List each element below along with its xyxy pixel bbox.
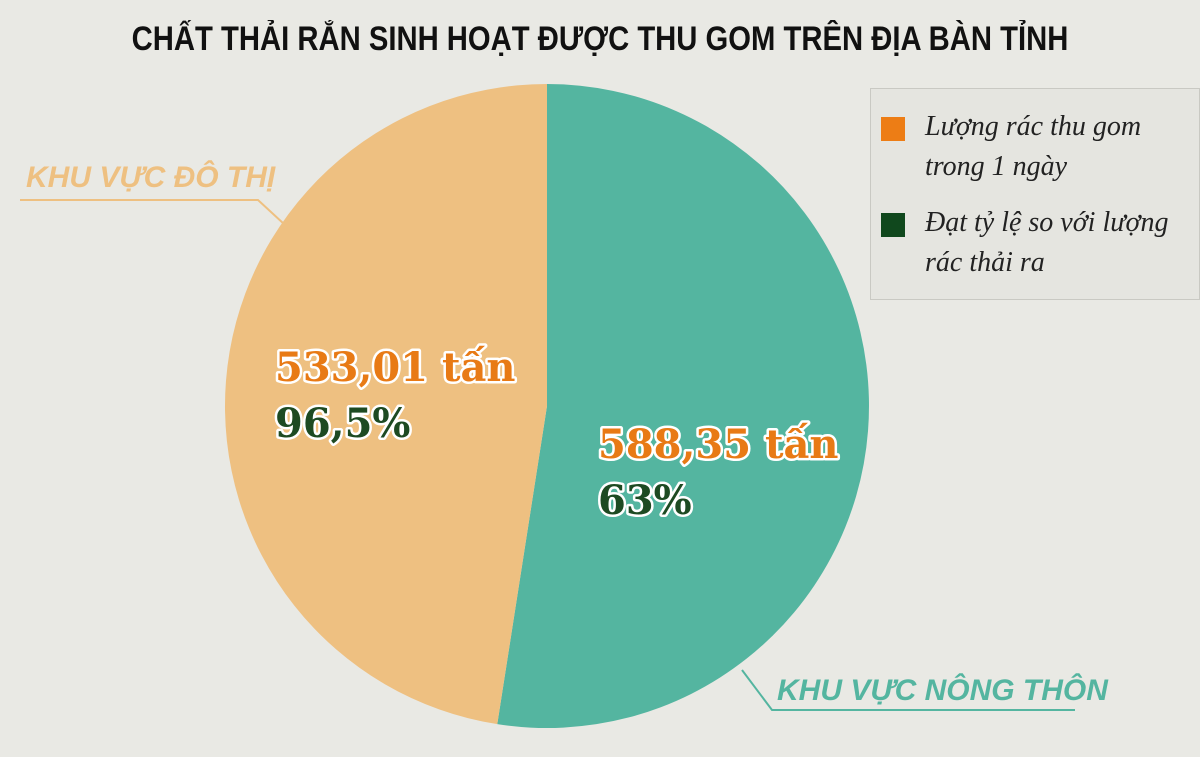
rate-label-rural: 63% (598, 477, 692, 524)
legend-swatch-orange (881, 117, 905, 141)
pie-slice-rural (497, 84, 869, 728)
legend-label-rate: Đạt tỷ lệ so với lượng rác thải ra (925, 207, 1169, 278)
legend: Lượng rác thu gom trong 1 ngày Đạt tỷ lệ… (870, 88, 1200, 300)
legend-swatch-green (881, 213, 905, 237)
leader-line-urban (20, 199, 285, 225)
slice-label-rural: KHU VỰC NÔNG THÔN (777, 673, 1109, 707)
rate-label-urban: 96,5% (275, 400, 410, 447)
value-label-urban: 533,01 tấn (275, 344, 516, 391)
legend-label-collected: Lượng rác thu gom trong 1 ngày (925, 111, 1142, 182)
pie-slice-urban (224, 83, 547, 725)
chart-title: CHẤT THẢI RẮN SINH HOẠT ĐƯỢC THU GOM TRÊ… (131, 20, 1069, 58)
value-label-rural: 588,35 tấn (598, 421, 839, 468)
leader-line-rural (741, 669, 1075, 711)
slice-label-urban: KHU VỰC ĐÔ THỊ (26, 160, 276, 194)
